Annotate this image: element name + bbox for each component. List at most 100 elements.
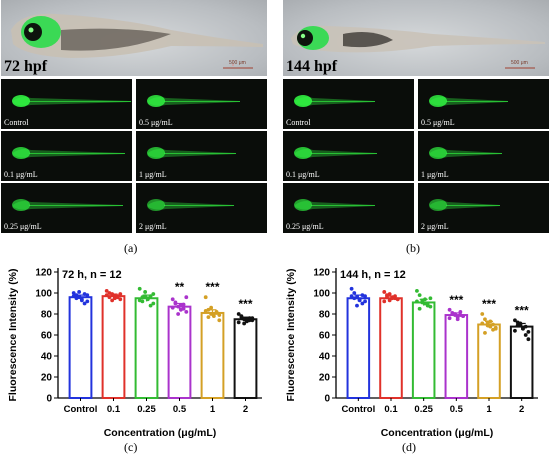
data-point <box>74 296 79 301</box>
data-point <box>247 318 252 323</box>
data-point <box>355 303 359 308</box>
data-point <box>420 300 425 305</box>
y-tick-label: 20 <box>319 373 331 384</box>
data-point <box>85 299 90 304</box>
data-point <box>209 305 214 310</box>
larva-fluorescence <box>429 199 500 211</box>
tile-label: Control <box>286 118 311 127</box>
y-tick-label: 60 <box>319 331 331 342</box>
chart-title: 72 h, n = 12 <box>62 269 122 281</box>
x-tick-label: 1 <box>486 404 492 415</box>
data-point <box>148 303 153 308</box>
data-point <box>71 291 76 295</box>
data-point <box>485 323 490 328</box>
data-point <box>143 290 148 294</box>
data-point <box>349 286 354 291</box>
significance-label: *** <box>515 303 529 317</box>
fluorescence-tile: 2 μg/mL <box>136 183 267 233</box>
y-tick-label: 80 <box>41 310 53 321</box>
x-tick-label: 0.5 <box>450 404 464 415</box>
bar <box>200 311 225 400</box>
data-point <box>236 312 241 316</box>
tile-label: 0.5 μg/mL <box>421 118 455 127</box>
tile-label: 0.5 μg/mL <box>139 118 173 127</box>
data-point <box>480 312 485 316</box>
data-point <box>151 292 156 296</box>
data-point <box>513 318 517 323</box>
data-point <box>140 295 145 300</box>
larva-fluorescence <box>294 147 377 159</box>
data-point <box>455 317 460 322</box>
data-point <box>363 294 367 299</box>
data-point <box>71 294 76 299</box>
caption-d: (d) <box>402 440 416 454</box>
stage-label-144hpf: 144 hpf <box>286 58 338 75</box>
data-point <box>518 321 523 326</box>
bar <box>477 323 501 399</box>
bar <box>411 301 436 400</box>
data-point <box>137 286 142 291</box>
data-point <box>360 301 365 306</box>
data-point <box>382 290 387 294</box>
y-tick-label: 0 <box>46 394 52 405</box>
data-point <box>415 289 419 293</box>
tile-label: 0.1 μg/mL <box>4 170 38 179</box>
bar-chart-144h: 0 20 40 60 80 100 120 Fluorescence Intensity (%… <box>285 268 538 439</box>
data-point <box>395 297 400 302</box>
data-point <box>523 333 528 337</box>
data-point <box>493 325 498 330</box>
data-point <box>382 299 387 304</box>
fluorescence-tile: 1 μg/mL <box>136 131 267 181</box>
data-point <box>137 298 142 303</box>
data-point <box>480 321 485 326</box>
data-point <box>184 310 189 314</box>
bar <box>346 297 371 399</box>
data-point <box>461 314 465 318</box>
data-point <box>203 295 208 300</box>
data-point <box>428 296 433 301</box>
bar <box>379 297 403 399</box>
data-point <box>115 295 120 300</box>
data-point <box>515 323 520 328</box>
tile-label: 2 μg/mL <box>421 222 449 231</box>
larva-fluorescence <box>294 95 375 107</box>
data-point <box>170 305 175 310</box>
larva-image-144hpf <box>291 25 545 69</box>
data-point <box>526 329 531 334</box>
data-point <box>458 310 463 314</box>
fluorescence-tile: Control <box>1 79 132 129</box>
bar-chart-72h: 0 20 40 60 80 100 120 Fluorescence Intensity (%… <box>7 268 262 439</box>
tile-label: 1 μg/mL <box>421 170 449 179</box>
data-point <box>363 299 367 304</box>
data-point <box>453 312 457 316</box>
chart-c: 0 20 40 60 80 100 120 Fluorescence Intensity (%… <box>0 258 274 458</box>
caption-a: (a) <box>124 241 138 255</box>
data-point <box>178 303 183 308</box>
data-point <box>110 298 115 303</box>
data-point <box>104 293 109 297</box>
data-point <box>513 328 517 333</box>
larva-fluorescence <box>147 147 236 159</box>
panel-a: 500 μm 72 hpf Control 0.5 μg/mL 0.1 μg/mL 1… <box>0 0 268 255</box>
y-tick-label: 20 <box>41 373 53 384</box>
data-point <box>447 316 452 321</box>
x-tick-label: Control <box>341 404 375 415</box>
x-tick-label: 0.1 <box>107 404 121 415</box>
y-axis-label: Fluorescence Intensity (%) <box>7 268 19 401</box>
fluorescence-tile: 1 μg/mL <box>418 131 549 181</box>
data-point <box>428 304 433 309</box>
bar <box>68 296 93 400</box>
data-point <box>352 291 357 295</box>
data-point <box>145 297 150 302</box>
x-axis-label: Concentration (μg/mL) <box>104 427 217 439</box>
tile-label: 0.25 μg/mL <box>286 222 324 231</box>
fluorescence-tile: Control <box>283 79 414 129</box>
tile-label: Control <box>4 118 29 127</box>
larva-72hpf-overview: 500 μm 72 hpf <box>1 0 267 76</box>
x-tick-label: Control <box>64 404 98 415</box>
fluorescence-tile: 0.25 μg/mL <box>283 183 414 233</box>
data-point <box>85 293 90 297</box>
fluorescence-tile: 0.5 μg/mL <box>418 79 549 129</box>
bar <box>444 314 469 399</box>
data-point <box>209 312 214 316</box>
